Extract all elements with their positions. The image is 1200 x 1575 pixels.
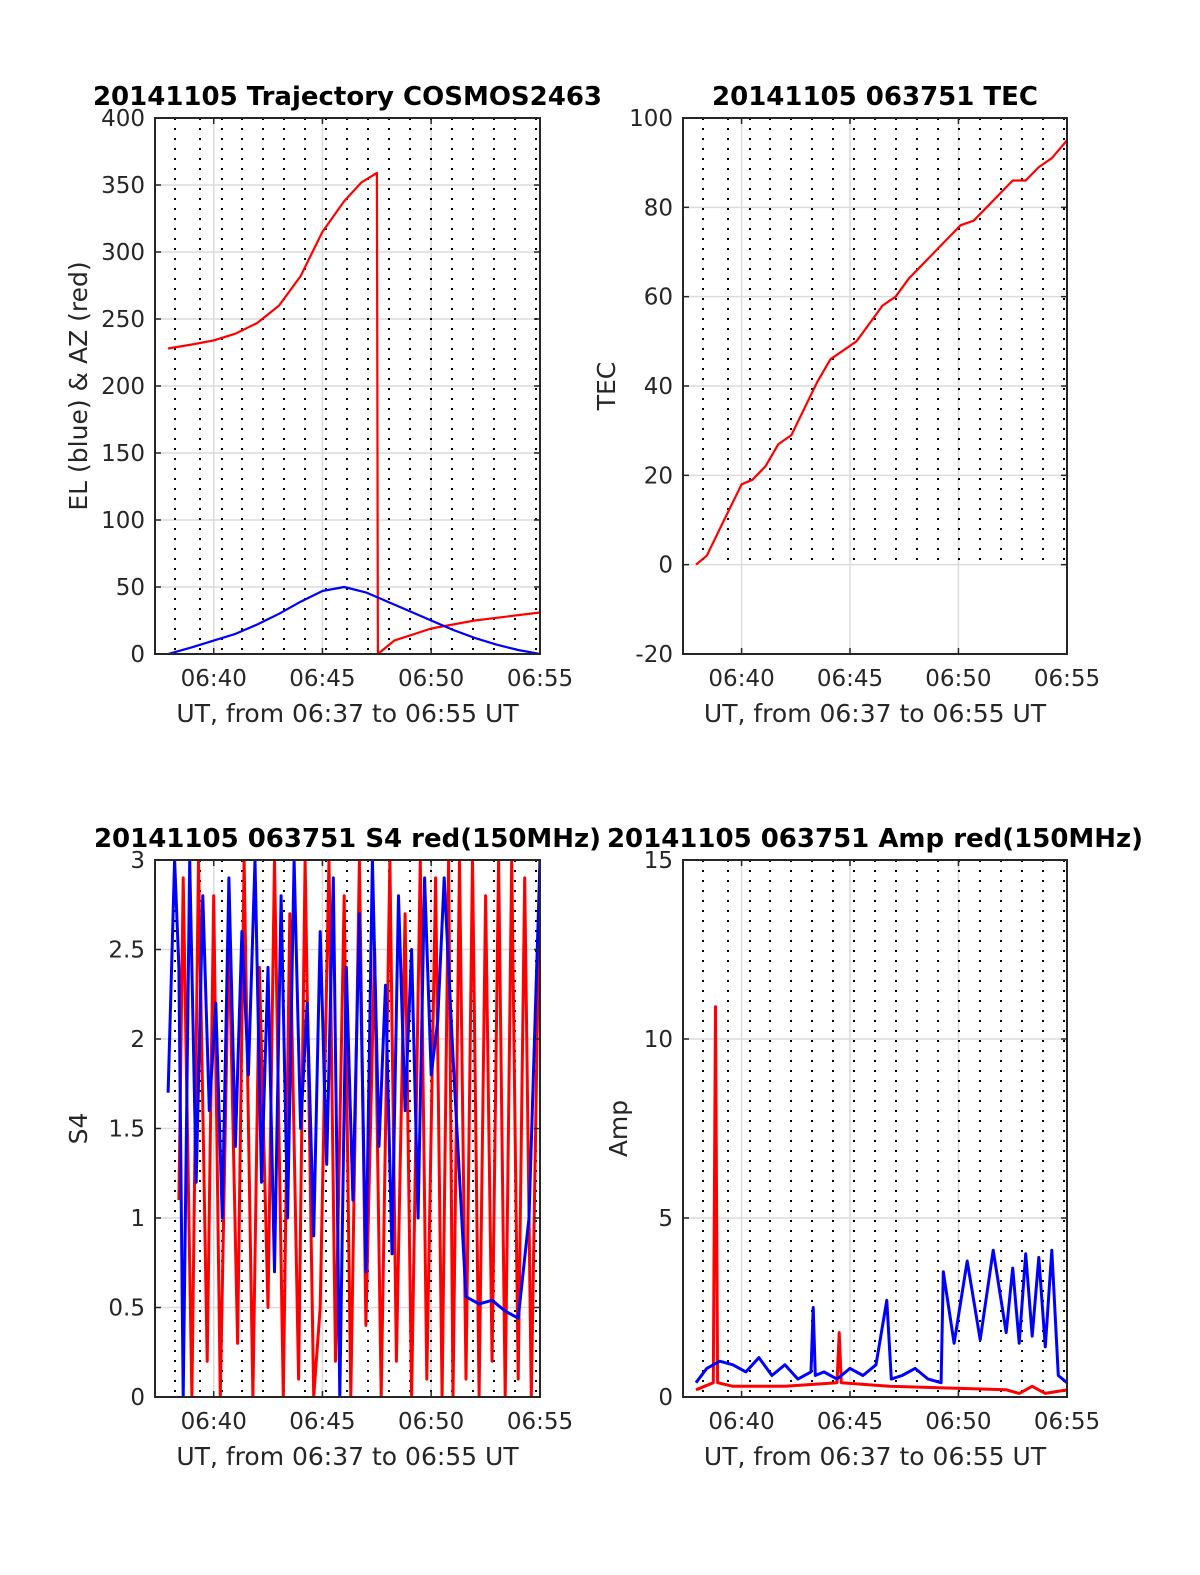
x-tick-label: 06:40 <box>708 666 774 692</box>
chart-title: 20141105 063751 S4 red(150MHz) <box>94 824 601 854</box>
y-tick-label: 350 <box>101 173 145 199</box>
y-tick-label: 0.5 <box>108 1296 145 1322</box>
y-tick-label: 250 <box>101 307 145 333</box>
x-tick-label: 06:45 <box>289 666 355 692</box>
y-axis-label: Amp <box>604 1100 633 1157</box>
x-tick-label: 06:45 <box>289 1409 355 1435</box>
y-tick-label: 2 <box>130 1027 145 1053</box>
s4-chart: 06:40 06:45 06:50 06:55 0 0.5 1 1.5 2 2.5 32014110… <box>64 824 601 1471</box>
x-tick-label: 06:40 <box>181 1409 247 1435</box>
x-tick-label: 06:50 <box>398 666 464 692</box>
x-tick-label: 06:50 <box>398 1409 464 1435</box>
y-axis-label: TEC <box>592 362 621 412</box>
tec-chart: 06:40 06:45 06:50 06:55 -20 0 20 40 60 80 100 20141… <box>592 82 1100 728</box>
chart-title: 20141105 063751 TEC <box>712 82 1038 112</box>
y-tick-label: 5 <box>658 1206 673 1232</box>
y-tick-label: 2.5 <box>108 938 145 964</box>
y-tick-label: 100 <box>101 508 145 534</box>
x-tick-label: 06:55 <box>507 666 573 692</box>
x-tick-label: 06:50 <box>925 1409 991 1435</box>
y-tick-label: 150 <box>101 441 145 467</box>
y-tick-label: 300 <box>101 240 145 266</box>
y-tick-label: 10 <box>644 1027 673 1053</box>
x-tick-label: 06:55 <box>507 1409 573 1435</box>
y-tick-label: 400 <box>101 106 145 132</box>
y-tick-label: -20 <box>635 642 673 668</box>
x-tick-label: 06:40 <box>708 1409 774 1435</box>
y-tick-label: 0 <box>130 642 145 668</box>
y-tick-label: 20 <box>644 463 673 489</box>
s4-series-red-line <box>177 860 540 1397</box>
trajectory-series-blue-line <box>167 585 540 654</box>
s4-series-blue-line <box>166 860 540 1397</box>
x-axis-label: UT, from 06:37 to 06:55 UT <box>704 1442 1047 1471</box>
x-tick-label: 06:55 <box>1034 666 1100 692</box>
trajectory-chart: 06:40 06:45 06:50 06:55 0 50 100 150 200 250 300 35… <box>64 82 602 728</box>
x-tick-label: 06:45 <box>817 1409 883 1435</box>
y-tick-label: 60 <box>644 285 673 311</box>
y-tick-label: 3 <box>130 848 145 874</box>
y-tick-label: 50 <box>116 575 145 601</box>
axes-frame <box>682 859 1068 1398</box>
x-axis-label: UT, from 06:37 to 06:55 UT <box>704 699 1047 728</box>
x-tick-label: 06:45 <box>817 666 883 692</box>
y-tick-label: 100 <box>629 106 673 132</box>
x-tick-label: 06:55 <box>1034 1409 1100 1435</box>
amp-series-blue-line <box>694 1248 1067 1385</box>
y-tick-label: 15 <box>644 848 673 874</box>
y-tick-label: 200 <box>101 374 145 400</box>
y-axis-label: EL (blue) & AZ (red) <box>64 261 93 510</box>
y-tick-label: 0 <box>658 553 673 579</box>
y-tick-label: 0 <box>658 1385 673 1411</box>
x-tick-label: 06:50 <box>925 666 991 692</box>
x-axis-label: UT, from 06:37 to 06:55 UT <box>176 1442 519 1471</box>
y-tick-label: 1 <box>130 1206 145 1232</box>
y-axis-label: S4 <box>64 1113 93 1145</box>
chart-title: 20141105 063751 Amp red(150MHz) <box>607 824 1143 854</box>
trajectory-series-red-line <box>167 171 540 654</box>
y-tick-label: 0 <box>130 1385 145 1411</box>
chart-title: 20141105 Trajectory COSMOS2463 <box>93 82 602 112</box>
y-tick-label: 80 <box>644 195 673 221</box>
x-axis-label: UT, from 06:37 to 06:55 UT <box>176 699 519 728</box>
x-tick-label: 06:40 <box>181 666 247 692</box>
amp-series-red-line <box>695 1005 1067 1395</box>
y-tick-label: 1.5 <box>108 1117 145 1143</box>
y-tick-label: 40 <box>644 374 673 400</box>
tec-series-red-line <box>695 139 1067 566</box>
